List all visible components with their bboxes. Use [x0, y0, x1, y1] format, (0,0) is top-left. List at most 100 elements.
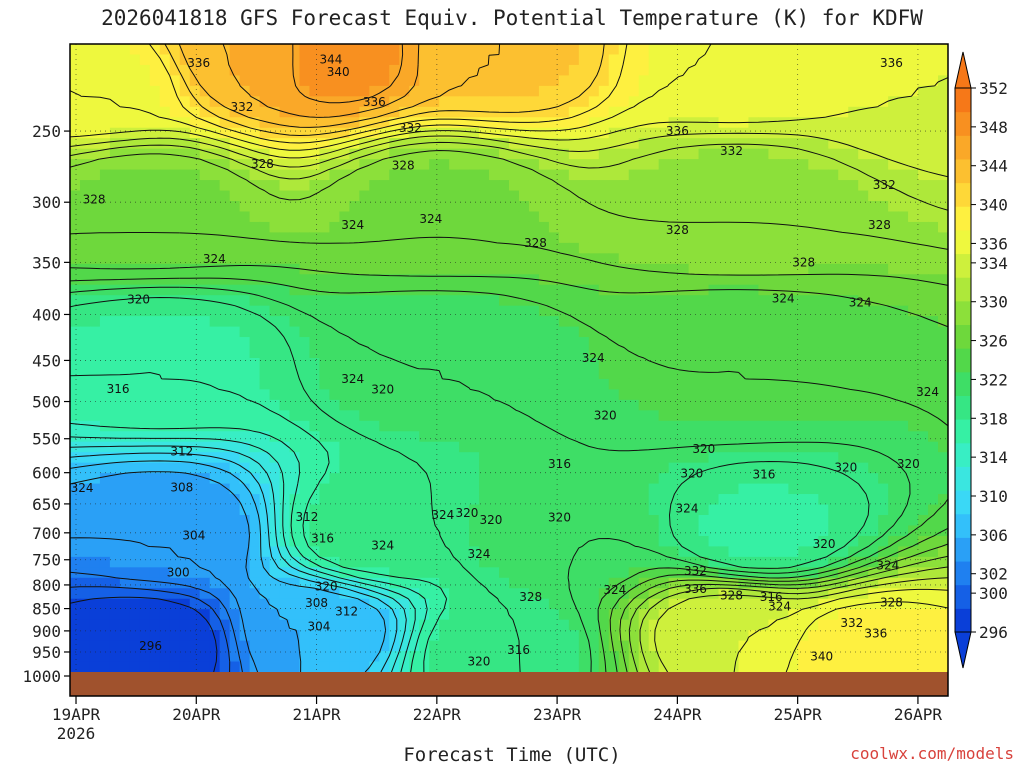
heat-cell	[99, 535, 111, 547]
heat-cell	[99, 117, 111, 129]
heat-cell	[319, 473, 331, 485]
heat-cell	[748, 44, 760, 56]
heat-cell	[289, 106, 301, 118]
heat-cell	[798, 96, 809, 108]
heat-cell	[768, 221, 779, 233]
heat-cell	[748, 75, 760, 87]
heat-cell	[688, 221, 700, 233]
heat-cell	[608, 75, 620, 87]
heat-cell	[738, 316, 750, 328]
heat-cell	[758, 96, 770, 108]
heat-cell	[249, 211, 261, 223]
heat-cell	[638, 44, 650, 56]
heat-cell	[578, 619, 590, 631]
heat-cell	[728, 190, 740, 202]
heat-cell	[608, 316, 620, 328]
heat-cell	[668, 483, 680, 495]
heat-cell	[229, 316, 241, 328]
heat-cell	[109, 567, 121, 579]
heat-cell	[818, 567, 829, 579]
heat-cell	[818, 462, 829, 474]
heat-cell	[249, 127, 261, 139]
heat-cell	[618, 556, 630, 568]
heat-cell	[908, 316, 919, 328]
heat-cell	[608, 399, 620, 411]
heat-cell	[548, 85, 560, 97]
heat-cell	[199, 630, 211, 642]
heat-cell	[778, 420, 789, 432]
heat-cell	[179, 117, 191, 129]
heat-cell	[469, 577, 480, 589]
heat-cell	[868, 473, 879, 485]
heat-cell	[638, 337, 650, 349]
heat-cell	[309, 389, 321, 401]
heat-cell	[668, 85, 680, 97]
heat-cell	[199, 85, 211, 97]
heat-cell	[528, 410, 540, 422]
heat-cell	[129, 138, 141, 150]
heat-cell	[289, 253, 301, 265]
heat-cell	[309, 473, 321, 485]
heat-cell	[439, 535, 450, 547]
heat-cell	[229, 378, 241, 390]
heat-cell	[908, 609, 919, 621]
heat-cell	[489, 630, 500, 642]
heat-cell	[618, 577, 630, 589]
heat-cell	[79, 556, 91, 568]
heat-cell	[399, 180, 410, 192]
heat-cell	[818, 127, 829, 139]
heat-cell	[668, 546, 680, 558]
heat-cell	[898, 75, 909, 87]
heat-cell	[558, 556, 570, 568]
heat-cell	[79, 609, 91, 621]
heat-cell	[489, 556, 500, 568]
heat-cell	[718, 431, 730, 443]
heat-cell	[369, 148, 380, 160]
heat-cell	[89, 180, 101, 192]
heat-cell	[139, 504, 151, 516]
heat-cell	[449, 483, 460, 495]
heat-cell	[858, 138, 869, 150]
heat-cell	[868, 515, 879, 527]
heat-cell	[79, 567, 91, 579]
heat-cell	[618, 44, 630, 56]
heat-cell	[848, 274, 859, 286]
heat-cell	[209, 431, 221, 443]
heat-cell	[858, 619, 869, 631]
heat-cell	[928, 316, 939, 328]
heat-cell	[888, 44, 899, 56]
heat-cell	[588, 462, 600, 474]
heat-cell	[479, 180, 490, 192]
heat-cell	[718, 305, 730, 317]
heat-cell	[70, 64, 81, 76]
heat-cell	[748, 159, 760, 171]
heat-cell	[269, 201, 281, 213]
heat-cell	[688, 567, 700, 579]
heat-cell	[109, 347, 121, 359]
heat-cell	[738, 452, 750, 464]
heat-cell	[708, 263, 720, 275]
heat-cell	[479, 295, 490, 307]
heat-cell	[99, 494, 111, 506]
heat-cell	[419, 274, 430, 286]
heat-cell	[469, 525, 480, 537]
heat-cell	[868, 504, 879, 516]
heat-cell	[299, 232, 311, 244]
heat-cell	[868, 577, 879, 589]
heat-cell	[668, 263, 680, 275]
heat-cell	[129, 483, 141, 495]
heat-cell	[748, 138, 760, 150]
heat-cell	[109, 546, 121, 558]
heat-cell	[518, 368, 530, 380]
heat-cell	[329, 148, 340, 160]
heat-cell	[389, 232, 400, 244]
heat-cell	[548, 431, 560, 443]
heat-cell	[628, 190, 640, 202]
heat-cell	[828, 525, 839, 537]
heat-cell	[588, 253, 600, 265]
heat-cell	[479, 525, 490, 537]
heat-cell	[848, 473, 859, 485]
heat-cell	[888, 368, 899, 380]
heat-cell	[528, 316, 540, 328]
heat-cell	[499, 577, 510, 589]
